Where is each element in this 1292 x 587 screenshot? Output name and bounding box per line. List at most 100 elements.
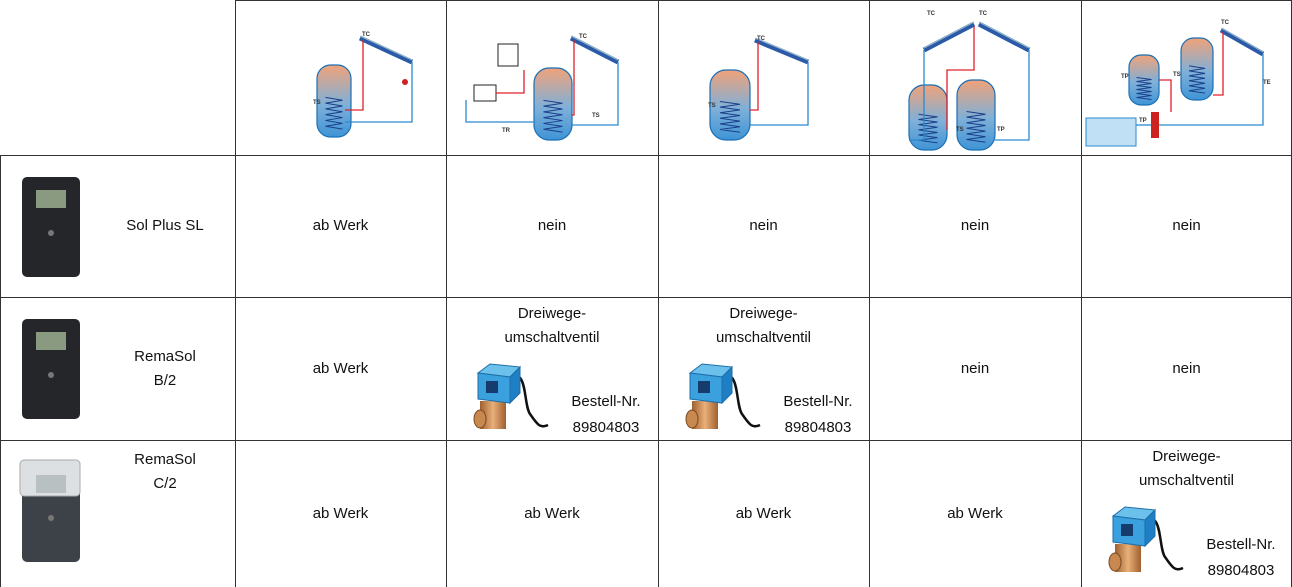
coil [918, 113, 938, 144]
order-label: Bestell-Nr. [571, 393, 641, 410]
tank [709, 69, 751, 141]
valve-icon [473, 363, 549, 429]
collector [358, 35, 414, 65]
cell-text: nein [537, 217, 567, 234]
exchanger [1151, 112, 1159, 138]
collector-edge [1220, 27, 1264, 53]
diagram-label: TC [927, 11, 936, 17]
product-name: Sol Plus SL [126, 217, 204, 234]
actuator-window [1121, 524, 1133, 536]
controller-screen [36, 190, 66, 208]
valve-title: Dreiwege-umschaltventil [715, 305, 812, 346]
pipe [345, 62, 413, 123]
pipe [572, 62, 619, 126]
collector [1219, 27, 1265, 57]
pipe [572, 40, 575, 116]
diagram-label: TP [1139, 118, 1147, 124]
cell-text: ab Werk [524, 504, 580, 522]
coil [1136, 77, 1152, 100]
pipe [465, 100, 534, 123]
tank [316, 64, 352, 138]
pipe [946, 26, 975, 130]
actuator-side [721, 365, 733, 405]
valve-port [473, 409, 487, 429]
collector-edge [978, 21, 1030, 49]
diagram-label: TC [757, 36, 766, 42]
diagram-label: TC [1221, 20, 1230, 26]
order-number: 89804803 [784, 419, 852, 436]
coil [966, 111, 986, 143]
pipe [1213, 32, 1224, 96]
coil [543, 99, 563, 133]
pipe [1159, 54, 1264, 126]
actuator-window [698, 381, 710, 393]
valve-icon [685, 363, 761, 429]
radiator [473, 84, 497, 102]
controller-screen [36, 475, 66, 493]
cell-text: nein [960, 217, 990, 234]
diagram-label: TP [1121, 74, 1129, 80]
cell-text: nein [749, 217, 778, 234]
coil [719, 101, 741, 133]
valve-port [685, 409, 699, 429]
actuator-side [509, 365, 521, 405]
collector-edge [923, 21, 975, 49]
diagram-label: TS [592, 113, 600, 119]
collector [977, 21, 1031, 53]
collector [569, 35, 620, 65]
pipe [750, 42, 759, 111]
tank [533, 67, 573, 141]
product-name: RemaSol B/2 [134, 347, 196, 389]
pipe [995, 50, 1030, 141]
diagram-label: TC [979, 11, 988, 17]
valve-title: Dreiwege-umschaltventil [1138, 448, 1235, 489]
diagram-label: TS [956, 127, 964, 133]
cell-text: nein [1172, 217, 1201, 234]
coil [325, 96, 343, 130]
valve-title: Dreiwege-umschaltventil [504, 305, 600, 346]
diagram-label: TS [708, 103, 716, 109]
controller-screen [36, 332, 66, 350]
diagram-label: TE [1263, 80, 1271, 86]
pipe [1159, 79, 1172, 112]
actuator-window [486, 381, 498, 393]
controller-logo [48, 372, 54, 378]
pipe [909, 50, 925, 141]
valve-icon [1108, 506, 1184, 572]
collector-edge [570, 35, 619, 61]
boiler [497, 43, 519, 67]
tank [956, 79, 996, 151]
diagram-label: TS [1173, 72, 1181, 78]
diagram-label: TP [997, 127, 1005, 133]
diagram-label: TR [502, 128, 511, 134]
controller-image [22, 177, 80, 277]
controller-logo [48, 515, 54, 521]
coil [1188, 65, 1206, 94]
controller-logo [48, 230, 54, 236]
collector [922, 21, 976, 53]
diagram-label: TC [362, 32, 371, 38]
order-label: Bestell-Nr. [1206, 536, 1276, 553]
order-number: 89804803 [1207, 562, 1275, 579]
controller-image [22, 319, 80, 419]
pump [402, 79, 408, 85]
cell-text: ab Werk [312, 504, 369, 522]
cell-text: nein [960, 359, 990, 377]
cell-text: nein [1172, 359, 1201, 377]
collector [754, 37, 809, 65]
tank [1180, 37, 1214, 101]
collector-edge [754, 37, 809, 61]
diagram-label: TC [579, 34, 588, 40]
pipe [750, 62, 809, 126]
product-name: RemaSol C/2 [134, 451, 196, 492]
pool [1085, 117, 1137, 147]
cell-text: ab Werk [735, 504, 792, 522]
valve-port [1108, 552, 1122, 572]
pipe [345, 40, 364, 111]
cell-text: ab Werk [312, 217, 369, 234]
diagram-label: TS [313, 100, 321, 106]
controller-image [19, 459, 81, 562]
